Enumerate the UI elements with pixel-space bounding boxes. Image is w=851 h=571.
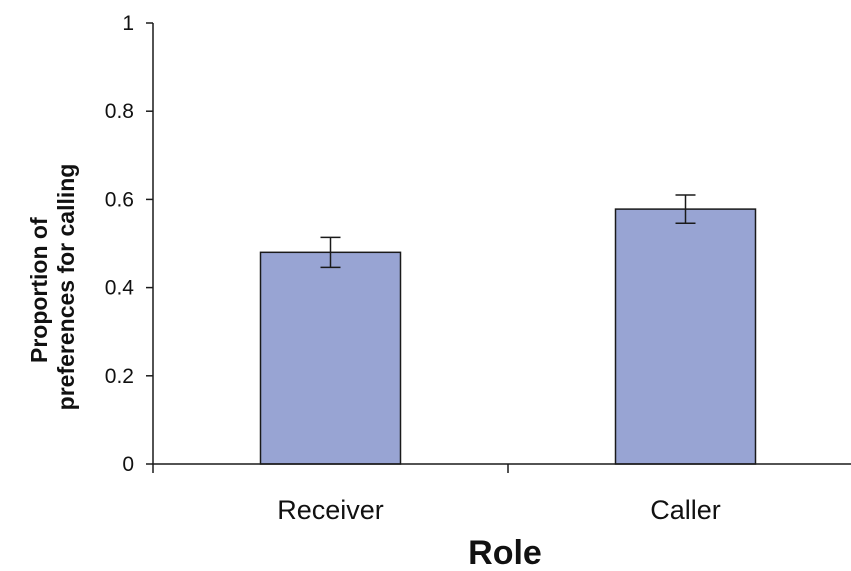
error-bar-receiver: [320, 236, 341, 269]
y-axis-title-line-2: preferences for calling: [53, 164, 79, 411]
y-axis-title: Proportion of preferences for calling: [26, 164, 79, 411]
y-tick-label: 0.4: [105, 277, 135, 300]
bar-caller: [614, 208, 757, 465]
y-tick-label: 0.6: [105, 188, 134, 211]
x-tick-label-receiver: Receiver: [277, 495, 384, 525]
error-bars: [320, 194, 696, 269]
y-axis-tick-labels: 0 0.2 0.4 0.6 0.8 1: [105, 12, 135, 476]
error-bar-caller: [675, 194, 696, 224]
y-tick-label: 1: [122, 12, 134, 35]
bar-receiver: [259, 251, 402, 465]
y-axis-title-line-1: Proportion of: [26, 217, 52, 363]
x-axis-title: Role: [468, 534, 542, 571]
x-axis-ticks: [152, 464, 509, 473]
x-tick-label-caller: Caller: [650, 495, 721, 525]
bars: [259, 208, 757, 465]
y-tick-label: 0.2: [105, 365, 134, 388]
y-tick-label: 0: [122, 453, 134, 476]
x-axis-tick-labels: Receiver Caller: [277, 495, 721, 525]
y-axis-ticks: [146, 22, 153, 465]
y-tick-label: 0.8: [105, 100, 134, 123]
